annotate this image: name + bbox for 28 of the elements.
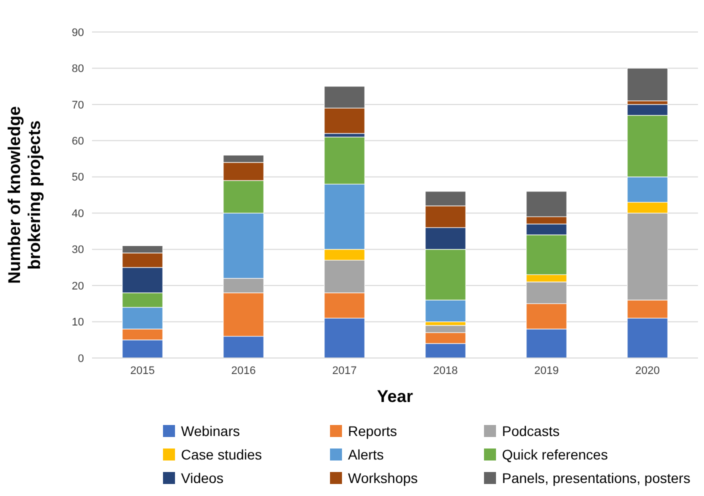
legend-label: Podcasts: [502, 422, 560, 439]
y-axis-title: Number of knowledge brokering projects: [5, 106, 44, 284]
legend-label: Case studies: [181, 446, 262, 462]
x-tick-label: 2018: [433, 365, 458, 377]
x-axis-title: Year: [377, 387, 414, 406]
x-tick-label: 2016: [231, 365, 256, 377]
y-tick-label: 10: [72, 316, 84, 329]
bar: [627, 68, 668, 102]
y-tick-label: 70: [72, 99, 84, 112]
legend-label: Panels, presentations, posters: [502, 470, 690, 486]
x-tick-label: 2019: [534, 365, 559, 377]
legend-label: Reports: [348, 422, 398, 439]
y-tick-label: 20: [72, 280, 84, 292]
y-tick-label: 0: [78, 352, 84, 365]
y-tick-label: 30: [72, 244, 84, 256]
legend-label: Webinars: [181, 422, 240, 439]
y-tick-label: 50: [72, 172, 84, 184]
x-tick-label: 2020: [635, 365, 660, 377]
x-tick-label: 2017: [332, 365, 357, 377]
y-tick-label: 80: [72, 63, 84, 76]
legend-label: Workshops: [348, 470, 418, 486]
legend-label: Quick references: [502, 446, 608, 462]
x-tick-label: 2015: [130, 365, 155, 377]
legend-label: Videos: [181, 470, 224, 486]
legend-label: Alerts: [348, 446, 384, 462]
y-tick-label: 90: [72, 26, 84, 39]
y-tick-label: 60: [72, 136, 84, 148]
y-tick-label: 40: [72, 208, 84, 220]
